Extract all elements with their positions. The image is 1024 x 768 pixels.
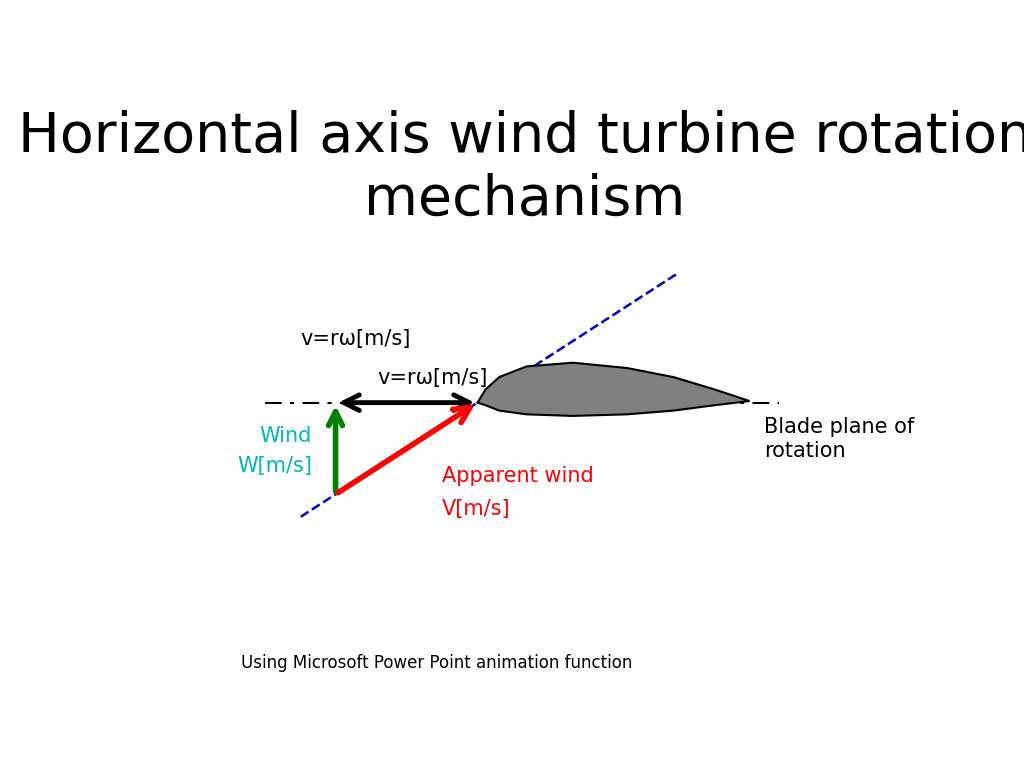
Text: Using Microsoft Power Point animation function: Using Microsoft Power Point animation fu… [241, 654, 633, 672]
Text: Apparent wind: Apparent wind [442, 466, 594, 486]
Text: W[m/s]: W[m/s] [237, 456, 312, 476]
Polygon shape [477, 362, 750, 416]
Text: Blade plane of
rotation: Blade plane of rotation [764, 418, 914, 461]
Text: Wind: Wind [259, 426, 312, 446]
Text: V[m/s]: V[m/s] [442, 498, 511, 518]
Text: v=rω[m/s]: v=rω[m/s] [377, 368, 487, 388]
Text: v=rω[m/s]: v=rω[m/s] [300, 329, 411, 349]
Text: Horizontal axis wind turbine rotation
mechanism: Horizontal axis wind turbine rotation me… [17, 110, 1024, 227]
